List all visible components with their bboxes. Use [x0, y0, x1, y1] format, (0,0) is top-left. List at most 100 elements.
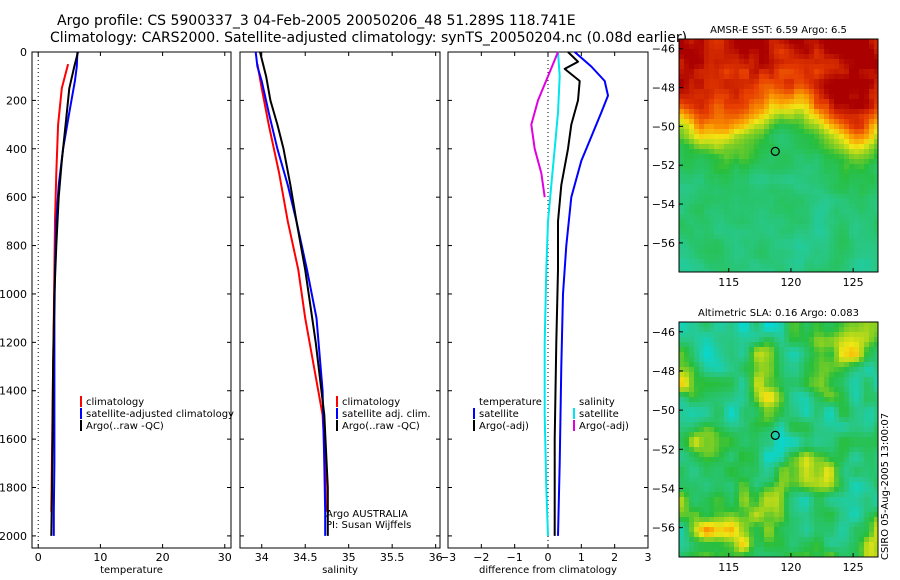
sst-map-cell — [724, 79, 730, 85]
sla-map-cell — [724, 392, 730, 398]
sst-map-cell — [764, 249, 770, 255]
sst-map-cell — [679, 254, 685, 260]
sst-map-cell — [749, 119, 755, 125]
sla-map-cell — [744, 377, 750, 383]
sst-map-cell — [794, 139, 800, 145]
sla-map-cell — [719, 432, 725, 438]
sla-map-cell — [819, 377, 825, 383]
sst-map-cell — [729, 114, 735, 120]
sst-map-cell — [714, 234, 720, 240]
sst-map-cell — [734, 119, 740, 125]
sst-map-cell — [764, 174, 770, 180]
sla-map-cell — [869, 377, 875, 383]
sst-map-cell — [814, 84, 820, 90]
sst-map-cell — [839, 69, 845, 75]
sst-map-cell — [764, 239, 770, 245]
sla-map-cell — [694, 497, 700, 503]
sst-map-cell — [829, 229, 835, 235]
sla-map-cell — [704, 397, 710, 403]
sst-map-ytick-label: −54 — [652, 198, 675, 211]
sst-map-cell — [689, 244, 695, 250]
sla-map-cell — [834, 362, 840, 368]
sst-map-cell — [714, 74, 720, 80]
sla-map-cell — [764, 442, 770, 448]
sla-map-cell — [684, 402, 690, 408]
sla-map-cell — [704, 542, 710, 548]
sla-map-cell — [744, 512, 750, 518]
sst-map-cell — [869, 179, 875, 185]
sla-map-cell — [699, 472, 705, 478]
sst-map-cell — [874, 144, 879, 150]
sst-map-cell — [679, 204, 685, 210]
sst-map-cell — [819, 69, 825, 75]
sla-map-cell — [834, 522, 840, 528]
sst-map-cell — [799, 199, 805, 205]
sst-map-cell — [714, 214, 720, 220]
sst-map-cell — [814, 74, 820, 80]
sla-map-cell — [739, 387, 745, 393]
sst-map-cell — [709, 79, 715, 85]
sst-map-cell — [844, 164, 850, 170]
sst-map-cell — [854, 169, 860, 175]
sla-map-cell — [864, 527, 870, 533]
sst-map-cell — [684, 244, 690, 250]
sla-map-cell — [739, 392, 745, 398]
sst-map-cell — [744, 109, 750, 115]
sla-map-cell — [719, 467, 725, 473]
sst-map-cell — [844, 199, 850, 205]
sst-map-cell — [744, 69, 750, 75]
sla-map-cell — [749, 552, 755, 558]
sst-map-cell — [814, 264, 820, 270]
sst-map-cell — [689, 229, 695, 235]
sla-map-cell — [844, 522, 850, 528]
sst-map-cell — [724, 149, 730, 155]
sst-map-cell — [799, 254, 805, 260]
sla-map-cell — [724, 532, 730, 538]
sst-map-cell — [814, 189, 820, 195]
sla-map-cell — [794, 362, 800, 368]
sst-map-cell — [864, 239, 870, 245]
sla-map-cell — [814, 347, 820, 353]
sst-map-cell — [719, 174, 725, 180]
sla-map-cell — [739, 547, 745, 553]
sla-map-cell — [874, 467, 879, 473]
sla-map-cell — [704, 487, 710, 493]
sst-map-cell — [859, 184, 865, 190]
sst-map-cell — [679, 239, 685, 245]
sst-map-cell — [839, 119, 845, 125]
sst-map-cell — [759, 39, 765, 45]
sst-map-cell — [759, 109, 765, 115]
sla-map-cell — [704, 322, 710, 328]
sla-map-cell — [729, 462, 735, 468]
sst-map-cell — [839, 244, 845, 250]
sla-map-cell — [709, 552, 715, 558]
sla-map-cell — [849, 392, 855, 398]
sla-map-cell — [749, 432, 755, 438]
sst-map-cell — [739, 109, 745, 115]
sla-map-cell — [704, 427, 710, 433]
sst-map-cell — [789, 49, 795, 55]
sla-map-cell — [744, 447, 750, 453]
sla-map-cell — [724, 427, 730, 433]
sla-map-cell — [744, 392, 750, 398]
sst-map-cell — [844, 84, 850, 90]
sst-map-cell — [804, 119, 810, 125]
temperature-profile-panel: 0 10 20 30020040060080010001200140016001800… — [0, 46, 232, 576]
sla-map-cell — [819, 387, 825, 393]
sla-map-cell — [819, 347, 825, 353]
sst-map-cell — [799, 194, 805, 200]
sst-map-cell — [699, 109, 705, 115]
sla-map-cell — [764, 552, 770, 558]
sla-map-cell — [809, 347, 815, 353]
sla-map-cell — [799, 387, 805, 393]
sst-map-cell — [869, 149, 875, 155]
sla-map-cell — [869, 382, 875, 388]
sla-map-cell — [824, 487, 830, 493]
sst-map-cell — [689, 189, 695, 195]
sst-map-cell — [804, 164, 810, 170]
sla-map-cell — [759, 552, 765, 558]
sla-map-cell — [734, 472, 740, 478]
sst-map-cell — [714, 149, 720, 155]
sst-map-cell — [819, 59, 825, 65]
sst-map-cell — [864, 244, 870, 250]
